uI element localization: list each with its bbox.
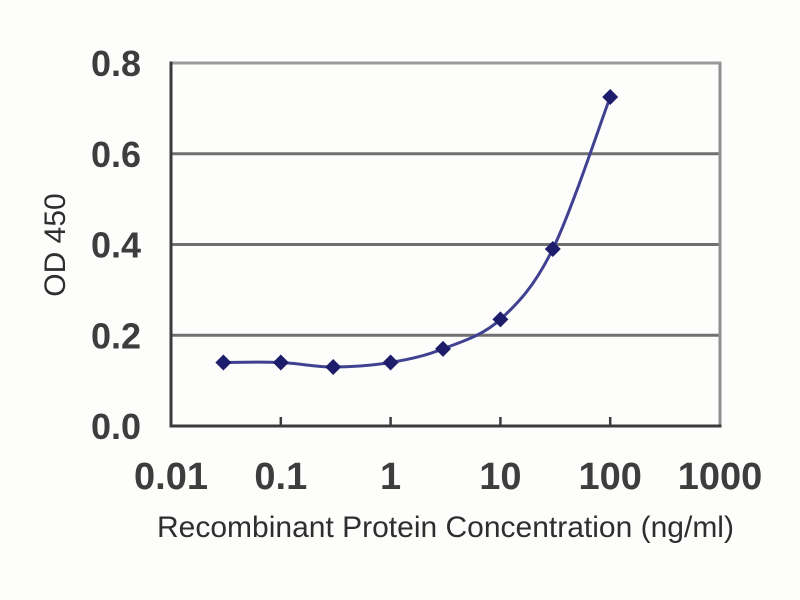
x-axis-title: Recombinant Protein Concentration (ng/ml… [157, 511, 734, 544]
data-point-marker [325, 359, 342, 376]
data-point-marker [492, 311, 509, 328]
y-tick-label: 0.6 [91, 134, 141, 175]
data-point-marker [602, 89, 619, 106]
x-tick-label: 1 [380, 456, 401, 498]
data-point-marker [272, 354, 289, 371]
y-axis-title: OD 450 [39, 193, 72, 297]
x-tick-label: 1000 [678, 456, 763, 498]
y-tick-label: 0.4 [91, 225, 141, 266]
data-point-marker [382, 354, 399, 371]
x-tick-label: 10 [479, 456, 521, 498]
series-line [223, 96, 612, 369]
y-tick-label: 0.8 [91, 43, 141, 84]
x-tick-label: 100 [578, 456, 641, 498]
x-tick-label: 0.01 [134, 456, 208, 498]
data-point-marker [215, 354, 232, 371]
data-point-marker [434, 340, 451, 357]
y-tick-label: 0.2 [91, 315, 141, 356]
data-point-marker [544, 241, 561, 258]
y-tick-label: 0.0 [91, 406, 141, 447]
x-tick-label: 0.1 [254, 456, 307, 498]
